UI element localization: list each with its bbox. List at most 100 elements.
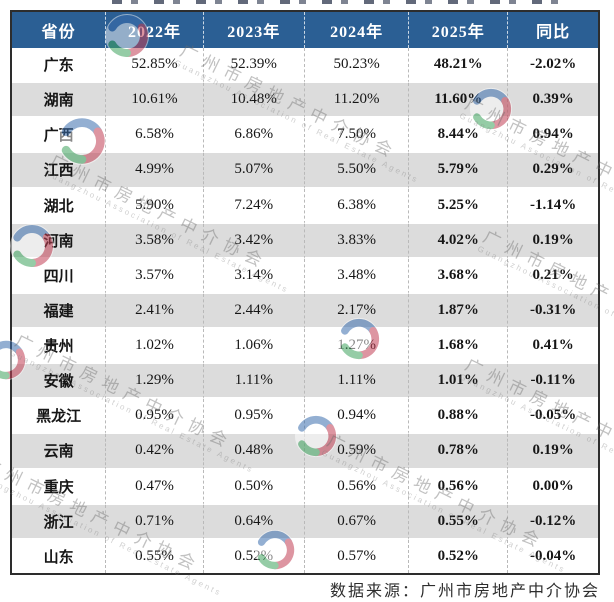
cell-value: 3.14%	[203, 258, 305, 294]
cell-province: 江西	[12, 153, 107, 189]
cell-value: 0.67%	[304, 504, 410, 540]
cell-value: 0.94%	[508, 118, 598, 154]
cell-value: 0.29%	[508, 153, 598, 189]
cell-value: 1.01%	[409, 364, 509, 400]
cell-value: 3.42%	[203, 223, 305, 259]
cell-value: 0.19%	[508, 434, 598, 470]
cell-value: 0.42%	[106, 434, 204, 470]
cell-value: -0.05%	[508, 399, 598, 435]
cell-value: 11.60%	[409, 83, 509, 119]
cell-province: 湖南	[12, 83, 107, 119]
column-header-3: 2024年	[304, 12, 410, 48]
cell-value: 1.06%	[203, 329, 305, 365]
data-source-caption: 数据来源：广州市房地产中介协会	[329, 583, 600, 600]
cell-value: 3.58%	[106, 223, 204, 259]
cell-value: 2.41%	[106, 293, 204, 329]
table-row: 四川 3.57% 3.14% 3.48% 3.68% 0.21%	[12, 258, 598, 294]
cell-value: -0.12%	[508, 504, 598, 540]
cell-value: 50.23%	[304, 48, 410, 84]
cell-value: 0.56%	[304, 469, 410, 505]
cell-province: 四川	[12, 258, 107, 294]
table-row: 河南 3.58% 3.42% 3.83% 4.02% 0.19%	[12, 223, 598, 259]
cell-value: 0.39%	[508, 83, 598, 119]
cell-value: 6.86%	[203, 118, 305, 154]
cell-value: 1.68%	[409, 329, 509, 365]
cell-value: 1.27%	[304, 329, 410, 365]
table-row: 云南 0.42% 0.48% 0.59% 0.78% 0.19%	[12, 434, 598, 470]
cell-value: 0.19%	[508, 223, 598, 259]
cell-value: 0.59%	[304, 434, 410, 470]
cell-value: 6.58%	[106, 118, 204, 154]
column-header-1: 2022年	[106, 12, 204, 48]
cell-value: -2.02%	[508, 48, 598, 84]
table-row: 湖南 10.61% 10.48% 11.20% 11.60% 0.39%	[12, 83, 598, 119]
cell-value: -1.14%	[508, 188, 598, 224]
cell-province: 河南	[12, 223, 107, 259]
column-header-2: 2023年	[203, 12, 305, 48]
table-row: 湖北 5.90% 7.24% 6.38% 5.25% -1.14%	[12, 188, 598, 224]
cell-value: 0.94%	[304, 399, 410, 435]
cell-province: 浙江	[12, 504, 107, 540]
cell-value: 5.25%	[409, 188, 509, 224]
cell-value: 0.21%	[508, 258, 598, 294]
cell-value: 11.20%	[304, 83, 410, 119]
table-row: 山东 0.55% 0.52% 0.57% 0.52% -0.04%	[12, 539, 598, 573]
table-row: 重庆 0.47% 0.50% 0.56% 0.56% 0.00%	[12, 469, 598, 505]
cell-province: 安徽	[12, 364, 107, 400]
cell-value: 7.24%	[203, 188, 305, 224]
cell-value: 48.21%	[409, 48, 509, 84]
cell-value: 5.79%	[409, 153, 509, 189]
cell-value: 0.52%	[203, 539, 305, 573]
cell-value: 0.64%	[203, 504, 305, 540]
cell-value: 8.44%	[409, 118, 509, 154]
cell-value: 0.48%	[203, 434, 305, 470]
cell-value: 5.50%	[304, 153, 410, 189]
cell-value: 0.55%	[106, 539, 204, 573]
table-row: 江西 4.99% 5.07% 5.50% 5.79% 0.29%	[12, 153, 598, 189]
cell-value: 0.56%	[409, 469, 509, 505]
table-row: 浙江 0.71% 0.64% 0.67% 0.55% -0.12%	[12, 504, 598, 540]
cell-value: 0.52%	[409, 539, 509, 573]
cell-value: -0.04%	[508, 539, 598, 573]
cell-value: 1.11%	[304, 364, 410, 400]
cell-province: 黑龙江	[12, 399, 107, 435]
cell-value: 52.85%	[106, 48, 204, 84]
cell-value: 0.00%	[508, 469, 598, 505]
cell-province: 湖北	[12, 188, 107, 224]
cell-value: 2.44%	[203, 293, 305, 329]
cropped-title-fragment	[112, 0, 558, 4]
cell-value: 1.29%	[106, 364, 204, 400]
cell-value: 0.71%	[106, 504, 204, 540]
cell-value: 52.39%	[203, 48, 305, 84]
cell-value: 6.38%	[304, 188, 410, 224]
cell-value: 3.68%	[409, 258, 509, 294]
cell-value: 0.50%	[203, 469, 305, 505]
cell-value: 10.61%	[106, 83, 204, 119]
table-row: 安徽 1.29% 1.11% 1.11% 1.01% -0.11%	[12, 364, 598, 400]
cell-value: -0.11%	[508, 364, 598, 400]
cell-province: 云南	[12, 434, 107, 470]
table-row: 广东 52.85% 52.39% 50.23% 48.21% -2.02%	[12, 48, 598, 84]
table-header: 省份 2022年 2023年 2024年 2025年 同比	[12, 12, 598, 48]
cell-province: 重庆	[12, 469, 107, 505]
table-row: 贵州 1.02% 1.06% 1.27% 1.68% 0.41%	[12, 329, 598, 365]
provinces-table: 省份 2022年 2023年 2024年 2025年 同比 广东 52.85% 52.39% 5…	[12, 12, 598, 573]
cell-value: -0.31%	[508, 293, 598, 329]
cell-value: 10.48%	[203, 83, 305, 119]
cell-province: 山东	[12, 539, 107, 573]
header-row: 省份 2022年 2023年 2024年 2025年 同比	[12, 12, 598, 48]
cell-province: 贵州	[12, 329, 107, 365]
cell-value: 4.99%	[106, 153, 204, 189]
column-header-0: 省份	[12, 12, 107, 48]
cell-value: 2.17%	[304, 293, 410, 329]
cell-value: 0.95%	[106, 399, 204, 435]
cell-value: 0.57%	[304, 539, 410, 573]
cell-value: 1.87%	[409, 293, 509, 329]
cell-value: 7.50%	[304, 118, 410, 154]
table-row: 广西 6.58% 6.86% 7.50% 8.44% 0.94%	[12, 118, 598, 154]
cell-value: 0.95%	[203, 399, 305, 435]
cell-value: 3.57%	[106, 258, 204, 294]
cell-value: 0.78%	[409, 434, 509, 470]
cell-value: 0.55%	[409, 504, 509, 540]
table-row: 福建 2.41% 2.44% 2.17% 1.87% -0.31%	[12, 293, 598, 329]
